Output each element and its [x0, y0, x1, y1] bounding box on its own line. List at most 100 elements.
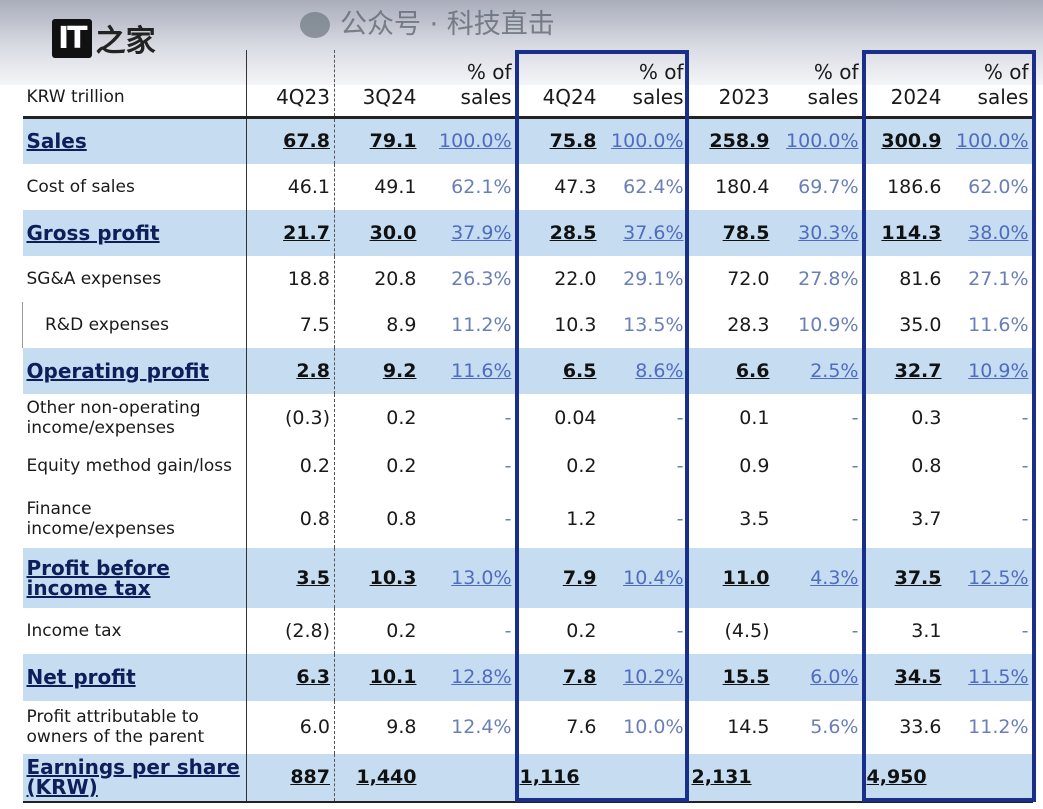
row-label: Gross profit — [22, 209, 247, 256]
row-label: Operating profit — [22, 347, 247, 394]
value-cell: 6.6 — [687, 347, 774, 394]
table-row: Income tax (2.8) 0.2 - 0.2 - (4.5) - 3.1 - — [22, 607, 1033, 654]
percent-cell: - — [1021, 507, 1029, 530]
percent-cell: 62.1% — [451, 175, 512, 198]
value-cell: 2.8 — [246, 347, 335, 394]
percent-cell: - — [504, 507, 512, 530]
row-label: Profit before income tax — [22, 547, 247, 608]
percent-cell: 11.6% — [968, 313, 1029, 336]
table-header: KRW trillion 4Q23 3Q24 % of sales 4Q24 % of … — [22, 50, 1033, 118]
income-statement-table: KRW trillion 4Q23 3Q24 % of sales 4Q24 % of … — [22, 50, 1033, 803]
value-cell: 0.2 — [566, 454, 597, 477]
percent-cell: - — [1021, 454, 1029, 477]
percent-cell: 30.3% — [773, 209, 863, 256]
value-cell: 0.8 — [911, 454, 942, 477]
percent-cell: 100.0% — [420, 117, 516, 164]
value-cell: 15.5 — [687, 653, 774, 701]
percent-cell: 100.0% — [773, 117, 863, 164]
percent-cell: - — [851, 406, 859, 429]
value-cell: 11.0 — [687, 547, 774, 608]
value-cell: 10.3 — [554, 313, 597, 336]
percent-cell — [420, 753, 516, 802]
value-cell: 67.8 — [246, 117, 335, 164]
column-header: % of sales — [632, 60, 684, 109]
percent-cell: - — [504, 619, 512, 642]
percent-cell: - — [851, 619, 859, 642]
value-cell: 7.8 — [515, 653, 601, 701]
percent-cell — [600, 753, 688, 802]
percent-cell: 12.8% — [420, 653, 516, 701]
table-row: R&D expenses 7.5 8.9 11.2% 10.3 13.5% 28.3 10.9… — [22, 301, 1033, 348]
value-cell: 258.9 — [687, 117, 774, 164]
percent-cell: 11.6% — [420, 347, 516, 394]
value-cell: 180.4 — [715, 175, 770, 198]
table-row: Operating profit 2.8 9.2 11.6% 6.5 8.6% 6.6 2.5… — [22, 347, 1033, 394]
value-cell: 0.3 — [911, 406, 942, 429]
value-cell: 7.6 — [566, 716, 597, 738]
value-cell: (0.3) — [246, 393, 335, 442]
column-header: % of sales — [460, 60, 512, 109]
percent-cell: 27.1% — [968, 267, 1029, 290]
percent-cell: 62.0% — [968, 175, 1029, 198]
percent-cell: 10.2% — [600, 653, 688, 701]
percent-cell: 26.3% — [451, 267, 512, 290]
value-cell: 186.6 — [887, 175, 942, 198]
watermark: 公众号 · 科技直击 — [300, 8, 555, 42]
column-header: 3Q24 — [362, 85, 417, 109]
table-row: Other non-operating income/expenses (0.3)… — [22, 393, 1033, 442]
value-cell: 3.7 — [911, 507, 942, 530]
value-cell: 14.5 — [727, 716, 770, 738]
percent-cell: 37.9% — [420, 209, 516, 256]
value-cell: 887 — [246, 753, 335, 802]
value-cell: 10.3 — [334, 547, 421, 608]
value-cell: 6.5 — [515, 347, 601, 394]
percent-cell: 13.5% — [623, 313, 684, 336]
column-header: 4Q24 — [542, 85, 597, 109]
percent-cell: - — [851, 507, 859, 530]
value-cell: (2.8) — [246, 607, 335, 654]
value-cell: 3.1 — [911, 619, 942, 642]
value-cell: 3.5 — [739, 507, 770, 530]
table-row: Net profit 6.3 10.1 12.8% 7.8 10.2% 15.5 6.0% 34… — [22, 653, 1033, 701]
percent-cell: 11.2% — [451, 313, 512, 336]
value-cell: 9.2 — [334, 347, 421, 394]
wechat-icon — [300, 12, 330, 38]
percent-cell: - — [851, 454, 859, 477]
percent-cell: 62.4% — [623, 175, 684, 198]
row-label: Income tax — [22, 607, 247, 654]
table-row: SG&A expenses 18.8 20.8 26.3% 22.0 29.1% 72.0 2… — [22, 255, 1033, 302]
value-cell: 46.1 — [246, 163, 335, 210]
percent-cell: 10.9% — [945, 347, 1033, 394]
value-cell: 78.5 — [687, 209, 774, 256]
percent-cell — [945, 753, 1033, 802]
value-cell: 75.8 — [515, 117, 601, 164]
column-header: 4Q23 — [246, 50, 335, 118]
watermark-text: 公众号 · 科技直击 — [340, 9, 555, 40]
value-cell: 0.04 — [554, 406, 597, 429]
value-cell: 35.0 — [899, 313, 942, 336]
value-cell: 6.3 — [246, 653, 335, 701]
value-cell: 81.6 — [899, 267, 942, 290]
percent-cell: 4.3% — [773, 547, 863, 608]
percent-cell: 11.2% — [968, 716, 1029, 738]
value-cell: 114.3 — [862, 209, 946, 256]
percent-cell: 100.0% — [600, 117, 688, 164]
percent-cell: 6.0% — [773, 653, 863, 701]
percent-cell: 12.4% — [451, 716, 512, 738]
value-cell: 0.8 — [246, 489, 335, 548]
percent-cell: 12.5% — [945, 547, 1033, 608]
value-cell: 7.9 — [515, 547, 601, 608]
percent-cell: 5.6% — [810, 716, 859, 738]
column-header: % of sales — [977, 60, 1029, 109]
value-cell: 7.5 — [246, 301, 335, 348]
value-cell: 28.3 — [727, 313, 770, 336]
value-cell: 10.1 — [334, 653, 421, 701]
value-cell: 0.8 — [386, 507, 417, 530]
value-cell: 0.2 — [246, 441, 335, 490]
percent-cell: - — [676, 454, 684, 477]
row-label: Cost of sales — [22, 163, 247, 210]
percent-cell: 10.0% — [623, 716, 684, 738]
column-header: 2024 — [890, 85, 942, 109]
percent-cell: - — [1021, 619, 1029, 642]
value-cell: 34.5 — [862, 653, 946, 701]
